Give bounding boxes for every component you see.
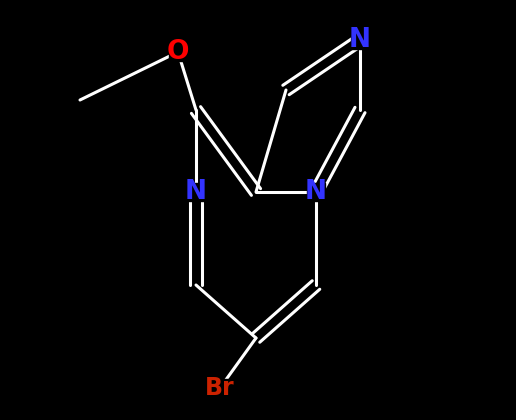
Bar	[351, 31, 369, 49]
Bar	[206, 379, 234, 397]
Text: N: N	[305, 179, 327, 205]
Bar	[187, 183, 205, 201]
Text: Br: Br	[205, 376, 235, 400]
Bar	[307, 183, 325, 201]
Bar	[169, 43, 187, 61]
Text: N: N	[349, 27, 371, 53]
Text: O: O	[167, 39, 189, 65]
Text: N: N	[185, 179, 207, 205]
